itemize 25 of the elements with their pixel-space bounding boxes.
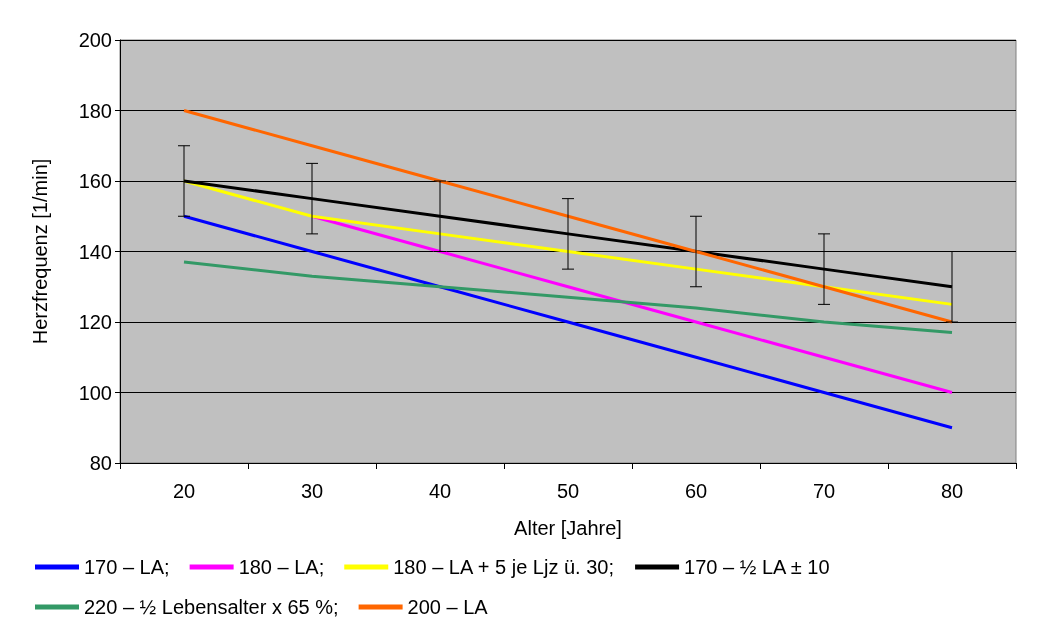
legend-label: 200 – LA xyxy=(407,596,489,618)
x-tick-label: 50 xyxy=(556,480,580,502)
legend-label: 220 – ½ Lebensalter x 65 %; xyxy=(84,596,339,618)
x-tick-label: 20 xyxy=(172,480,196,502)
line-series xyxy=(182,214,954,430)
y-tick-label: 200 xyxy=(78,29,112,51)
y-tick-label: 100 xyxy=(78,381,112,404)
legend-label: 180 – LA + 5 je Ljz ü. 30; xyxy=(393,556,614,578)
y-tick-label: 160 xyxy=(78,170,112,192)
legend-label: 170 – LA; xyxy=(84,556,170,578)
legend-label: 170 – ½ LA ± 10 xyxy=(684,556,830,578)
y-tick-label: 180 xyxy=(78,99,112,122)
x-tick-label: 80 xyxy=(940,480,964,502)
line-series xyxy=(182,109,954,324)
y-tick-label: 140 xyxy=(78,240,112,263)
x-axis-title: Alter [Jahre] xyxy=(514,517,622,539)
y-tick-label: 120 xyxy=(78,311,112,333)
x-tick-label: 30 xyxy=(300,480,324,502)
y-axis-title: Herzfrequenz [1/min] xyxy=(29,158,51,345)
y-tick-label: 80 xyxy=(89,452,112,474)
x-tick-label: 60 xyxy=(684,480,708,502)
legend-label: 180 – LA; xyxy=(238,556,325,578)
line-series xyxy=(182,260,954,335)
x-tick-label: 40 xyxy=(428,480,452,502)
x-tick-label: 70 xyxy=(812,480,836,502)
